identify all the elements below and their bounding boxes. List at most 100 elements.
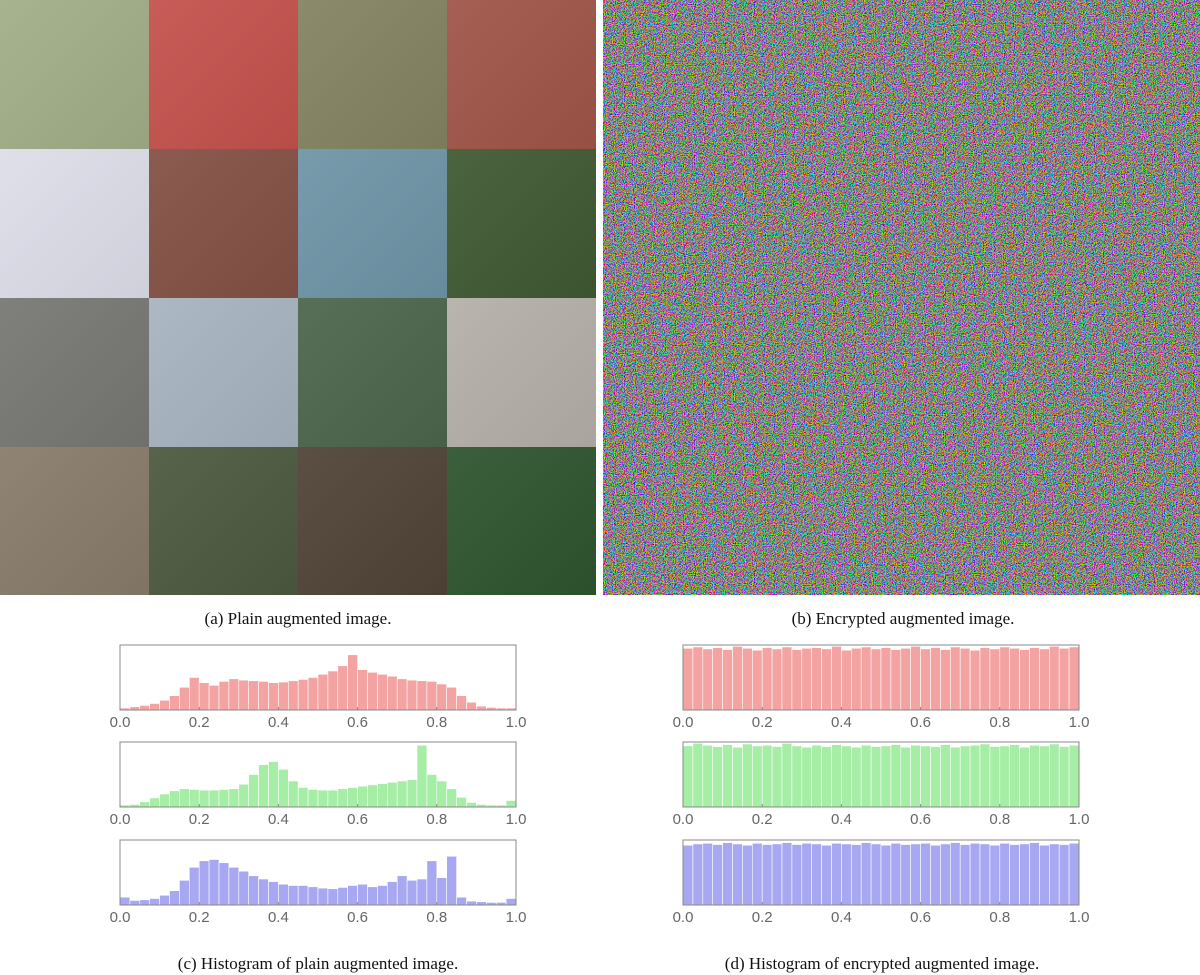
bar bbox=[761, 744, 773, 808]
bar bbox=[821, 648, 832, 711]
bar bbox=[702, 744, 713, 808]
bar bbox=[169, 890, 180, 906]
bar bbox=[347, 885, 358, 906]
bar bbox=[258, 764, 269, 808]
bar bbox=[189, 677, 200, 711]
x-tick-label: 0.4 bbox=[831, 714, 852, 731]
bar bbox=[228, 788, 240, 808]
encrypted-image bbox=[603, 0, 1200, 595]
x-tick-label: 0.4 bbox=[831, 909, 852, 926]
x-tick-label: 0.4 bbox=[268, 714, 289, 731]
bar bbox=[189, 789, 200, 808]
bar bbox=[149, 898, 160, 906]
bar bbox=[979, 647, 991, 711]
bar bbox=[940, 649, 951, 711]
x-tick-label: 0.2 bbox=[189, 811, 210, 828]
bar bbox=[268, 682, 279, 711]
bar bbox=[396, 780, 408, 808]
x-tick-label: 1.0 bbox=[506, 909, 527, 926]
bar bbox=[278, 768, 289, 808]
plot-frame bbox=[682, 839, 1080, 906]
bar bbox=[218, 681, 230, 711]
x-tick-label: 0.2 bbox=[752, 811, 773, 828]
bar bbox=[446, 788, 457, 808]
bar bbox=[139, 801, 151, 808]
bar bbox=[248, 875, 259, 906]
bar bbox=[940, 843, 951, 906]
bar bbox=[1049, 843, 1060, 906]
bar bbox=[377, 673, 388, 711]
bar bbox=[811, 647, 822, 711]
bar bbox=[831, 645, 842, 711]
bar bbox=[456, 796, 467, 808]
bar bbox=[940, 744, 951, 808]
bar bbox=[377, 885, 388, 906]
bar bbox=[1029, 842, 1040, 906]
bar bbox=[712, 746, 723, 808]
bar bbox=[347, 654, 358, 711]
plot-frame bbox=[119, 839, 517, 906]
caption: (a) Plain augmented image. bbox=[205, 609, 392, 628]
bar bbox=[890, 842, 902, 906]
bar bbox=[159, 793, 170, 808]
bar bbox=[307, 677, 319, 711]
bar bbox=[208, 684, 220, 711]
x-tick-label: 0.6 bbox=[910, 714, 931, 731]
bar bbox=[386, 675, 398, 711]
bar bbox=[860, 744, 872, 808]
bar bbox=[870, 746, 882, 808]
bar bbox=[179, 879, 190, 906]
bar bbox=[870, 843, 882, 906]
bar bbox=[791, 649, 803, 711]
bar bbox=[969, 842, 981, 906]
bar bbox=[870, 648, 882, 711]
bar bbox=[930, 746, 941, 808]
bar bbox=[751, 745, 763, 808]
bar bbox=[959, 745, 971, 808]
bar bbox=[1029, 744, 1040, 808]
bar bbox=[860, 842, 872, 906]
bar bbox=[1009, 844, 1020, 906]
bar bbox=[505, 800, 517, 808]
bar bbox=[949, 842, 961, 906]
bar bbox=[456, 695, 467, 711]
bar bbox=[682, 745, 694, 808]
bar bbox=[248, 680, 259, 711]
bar bbox=[159, 699, 170, 711]
bar bbox=[258, 681, 269, 711]
bar bbox=[959, 647, 971, 711]
bar bbox=[682, 844, 694, 906]
bar bbox=[732, 645, 743, 711]
bar bbox=[218, 789, 230, 808]
bar bbox=[297, 787, 309, 808]
bar bbox=[751, 649, 763, 711]
bar bbox=[841, 649, 852, 711]
bar bbox=[466, 900, 477, 906]
x-tick-label: 0.0 bbox=[673, 811, 694, 828]
x-tick-label: 0.2 bbox=[189, 909, 210, 926]
bar bbox=[989, 844, 1001, 906]
x-tick-label: 0.6 bbox=[910, 909, 931, 926]
bar bbox=[238, 679, 250, 711]
bar bbox=[890, 649, 902, 711]
bar bbox=[910, 744, 921, 808]
x-tick-label: 0.2 bbox=[752, 909, 773, 926]
bar bbox=[327, 789, 339, 808]
bar bbox=[139, 899, 151, 906]
bar bbox=[801, 647, 812, 711]
bar bbox=[702, 842, 713, 906]
bar bbox=[880, 745, 892, 808]
caption: (d) Histogram of encrypted augmented ima… bbox=[725, 954, 1039, 973]
x-tick-label: 0.4 bbox=[268, 909, 289, 926]
bar bbox=[850, 844, 862, 906]
bar bbox=[367, 671, 378, 711]
bar bbox=[317, 887, 329, 906]
bar bbox=[801, 746, 812, 808]
x-tick-label: 0.6 bbox=[347, 714, 368, 731]
bar bbox=[436, 780, 447, 808]
bar bbox=[327, 670, 339, 711]
bar bbox=[841, 843, 852, 906]
bar bbox=[426, 681, 438, 711]
bar bbox=[337, 887, 348, 906]
bar bbox=[386, 781, 398, 808]
